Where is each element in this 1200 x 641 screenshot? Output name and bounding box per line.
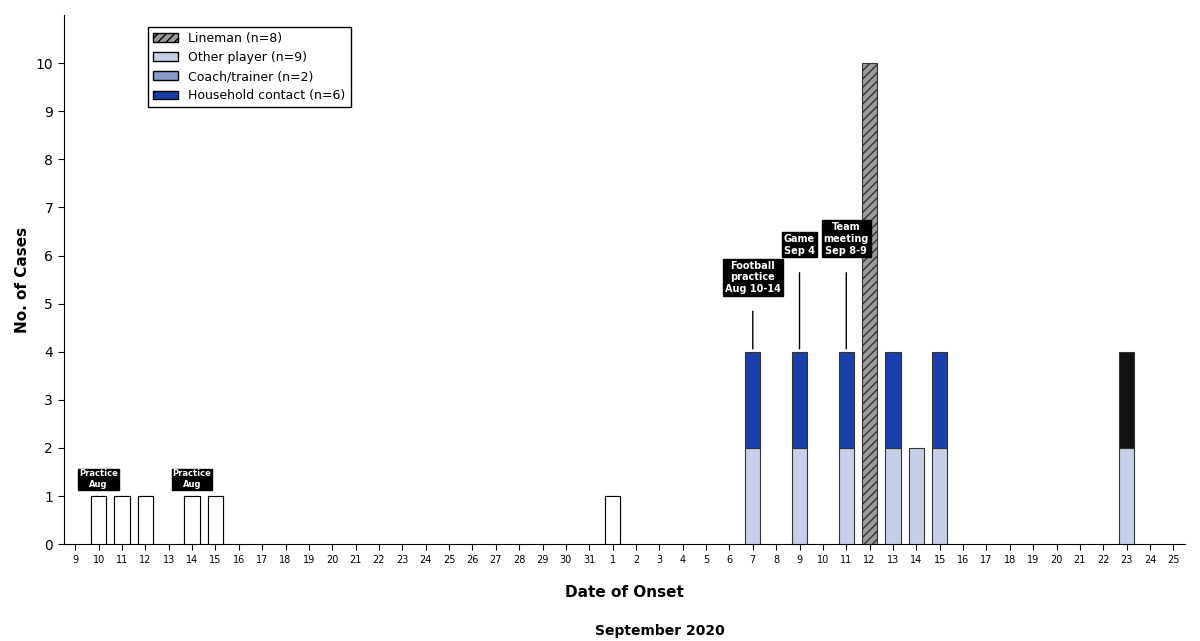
Bar <box>185 496 199 544</box>
Bar <box>745 448 761 544</box>
Text: Practice
Aug: Practice Aug <box>173 469 211 489</box>
X-axis label: Date of Onset: Date of Onset <box>565 585 684 601</box>
Bar <box>932 448 947 544</box>
Text: Football
practice
Aug 10-14: Football practice Aug 10-14 <box>725 261 781 294</box>
Bar <box>862 63 877 544</box>
Bar <box>839 352 854 448</box>
Bar <box>932 352 947 448</box>
Y-axis label: No. of Cases: No. of Cases <box>14 226 30 333</box>
Bar <box>886 352 900 448</box>
Bar <box>138 496 152 544</box>
Bar <box>839 448 854 544</box>
Bar <box>208 496 223 544</box>
Text: Team
meeting
Sep 8-9: Team meeting Sep 8-9 <box>823 222 869 256</box>
Bar <box>114 496 130 544</box>
Bar <box>208 496 223 544</box>
Bar <box>1120 448 1134 544</box>
Text: Game
Sep 4: Game Sep 4 <box>784 234 815 256</box>
Bar <box>792 448 808 544</box>
Bar <box>114 496 130 544</box>
Bar <box>745 352 761 448</box>
Text: September 2020: September 2020 <box>595 624 725 638</box>
Bar <box>138 496 152 544</box>
Bar <box>1120 352 1134 448</box>
Bar <box>605 496 620 544</box>
Bar <box>605 496 620 544</box>
Text: Practice
Aug: Practice Aug <box>79 469 118 489</box>
Bar <box>792 352 808 448</box>
Bar <box>886 448 900 544</box>
Bar <box>91 496 107 544</box>
Bar <box>91 496 107 544</box>
Bar <box>185 496 199 544</box>
Legend: Lineman (n=8), Other player (n=9), Coach/trainer (n=2), Household contact (n=6): Lineman (n=8), Other player (n=9), Coach… <box>149 26 350 107</box>
Bar <box>908 448 924 544</box>
